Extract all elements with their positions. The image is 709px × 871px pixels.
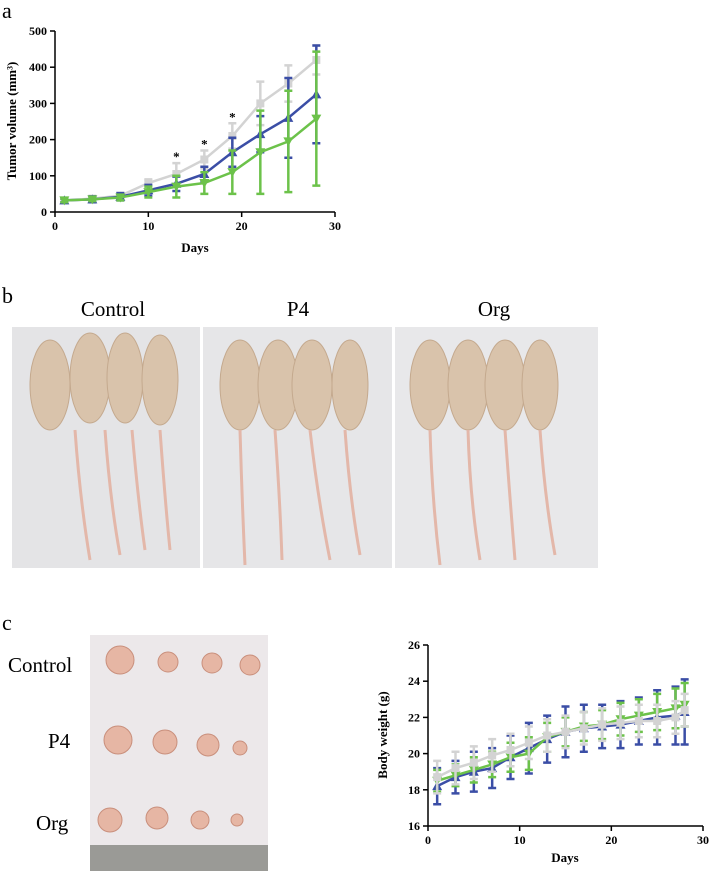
- data-point: [199, 179, 210, 189]
- y-tick-label: 500: [29, 24, 47, 38]
- group-label: Org: [478, 297, 511, 321]
- data-point: [200, 155, 209, 164]
- y-axis-label: Tumor volume (mm³): [4, 62, 19, 181]
- group-label: Control: [8, 653, 72, 677]
- panel-label: c: [2, 610, 12, 635]
- data-point: [59, 196, 70, 206]
- y-tick-label: 18: [408, 783, 420, 797]
- panel-label: b: [2, 283, 13, 308]
- y-tick-label: 100: [29, 169, 47, 183]
- data-point: [653, 717, 662, 726]
- x-tick-label: 10: [514, 833, 526, 847]
- data-point: [579, 724, 588, 733]
- group-label: Org: [36, 811, 69, 835]
- y-tick-label: 16: [408, 819, 420, 833]
- group-label: P4: [48, 729, 71, 753]
- significance-mark: *: [201, 136, 208, 151]
- x-tick-label: 10: [142, 219, 154, 233]
- data-point: [311, 114, 322, 124]
- group-label: P4: [287, 297, 310, 321]
- x-tick-label: 30: [697, 833, 709, 847]
- data-point: [488, 751, 497, 760]
- x-tick-label: 30: [329, 219, 341, 233]
- data-point: [561, 727, 570, 736]
- x-tick-label: 0: [52, 219, 58, 233]
- y-axis-label: Body weight (g): [375, 691, 390, 778]
- data-point: [634, 717, 643, 726]
- x-axis-label: Days: [551, 850, 578, 865]
- tumor-photo: [90, 635, 268, 871]
- data-point: [671, 713, 680, 722]
- x-tick-label: 0: [425, 833, 431, 847]
- data-point: [87, 195, 98, 205]
- data-point: [506, 745, 515, 754]
- data-point: [433, 773, 442, 782]
- data-point: [451, 764, 460, 773]
- significance-mark: *: [173, 149, 180, 164]
- significance-mark: *: [229, 109, 236, 124]
- data-point: [469, 758, 478, 767]
- data-point: [616, 718, 625, 727]
- data-point: [524, 738, 533, 747]
- data-point: [227, 168, 238, 178]
- data-point: [256, 99, 265, 108]
- data-point: [543, 731, 552, 740]
- y-tick-label: 22: [408, 710, 420, 724]
- y-tick-label: 400: [29, 60, 47, 74]
- x-tick-label: 20: [236, 219, 248, 233]
- data-point: [255, 148, 266, 158]
- data-point: [171, 182, 182, 192]
- x-axis-label: Days: [181, 240, 208, 255]
- data-point: [598, 720, 607, 729]
- panel-label: a: [2, 0, 12, 23]
- group-label: Control: [81, 297, 145, 321]
- y-tick-label: 24: [408, 674, 420, 688]
- y-tick-label: 0: [41, 205, 47, 219]
- y-tick-label: 20: [408, 747, 420, 761]
- data-point: [680, 706, 689, 715]
- series-line: [64, 117, 318, 202]
- x-tick-label: 20: [605, 833, 617, 847]
- y-tick-label: 26: [408, 638, 420, 652]
- y-tick-label: 200: [29, 133, 47, 147]
- data-point: [143, 188, 154, 198]
- data-point: [115, 193, 126, 203]
- data-point: [283, 137, 294, 147]
- mice-photo: [12, 327, 598, 568]
- y-tick-label: 300: [29, 96, 47, 110]
